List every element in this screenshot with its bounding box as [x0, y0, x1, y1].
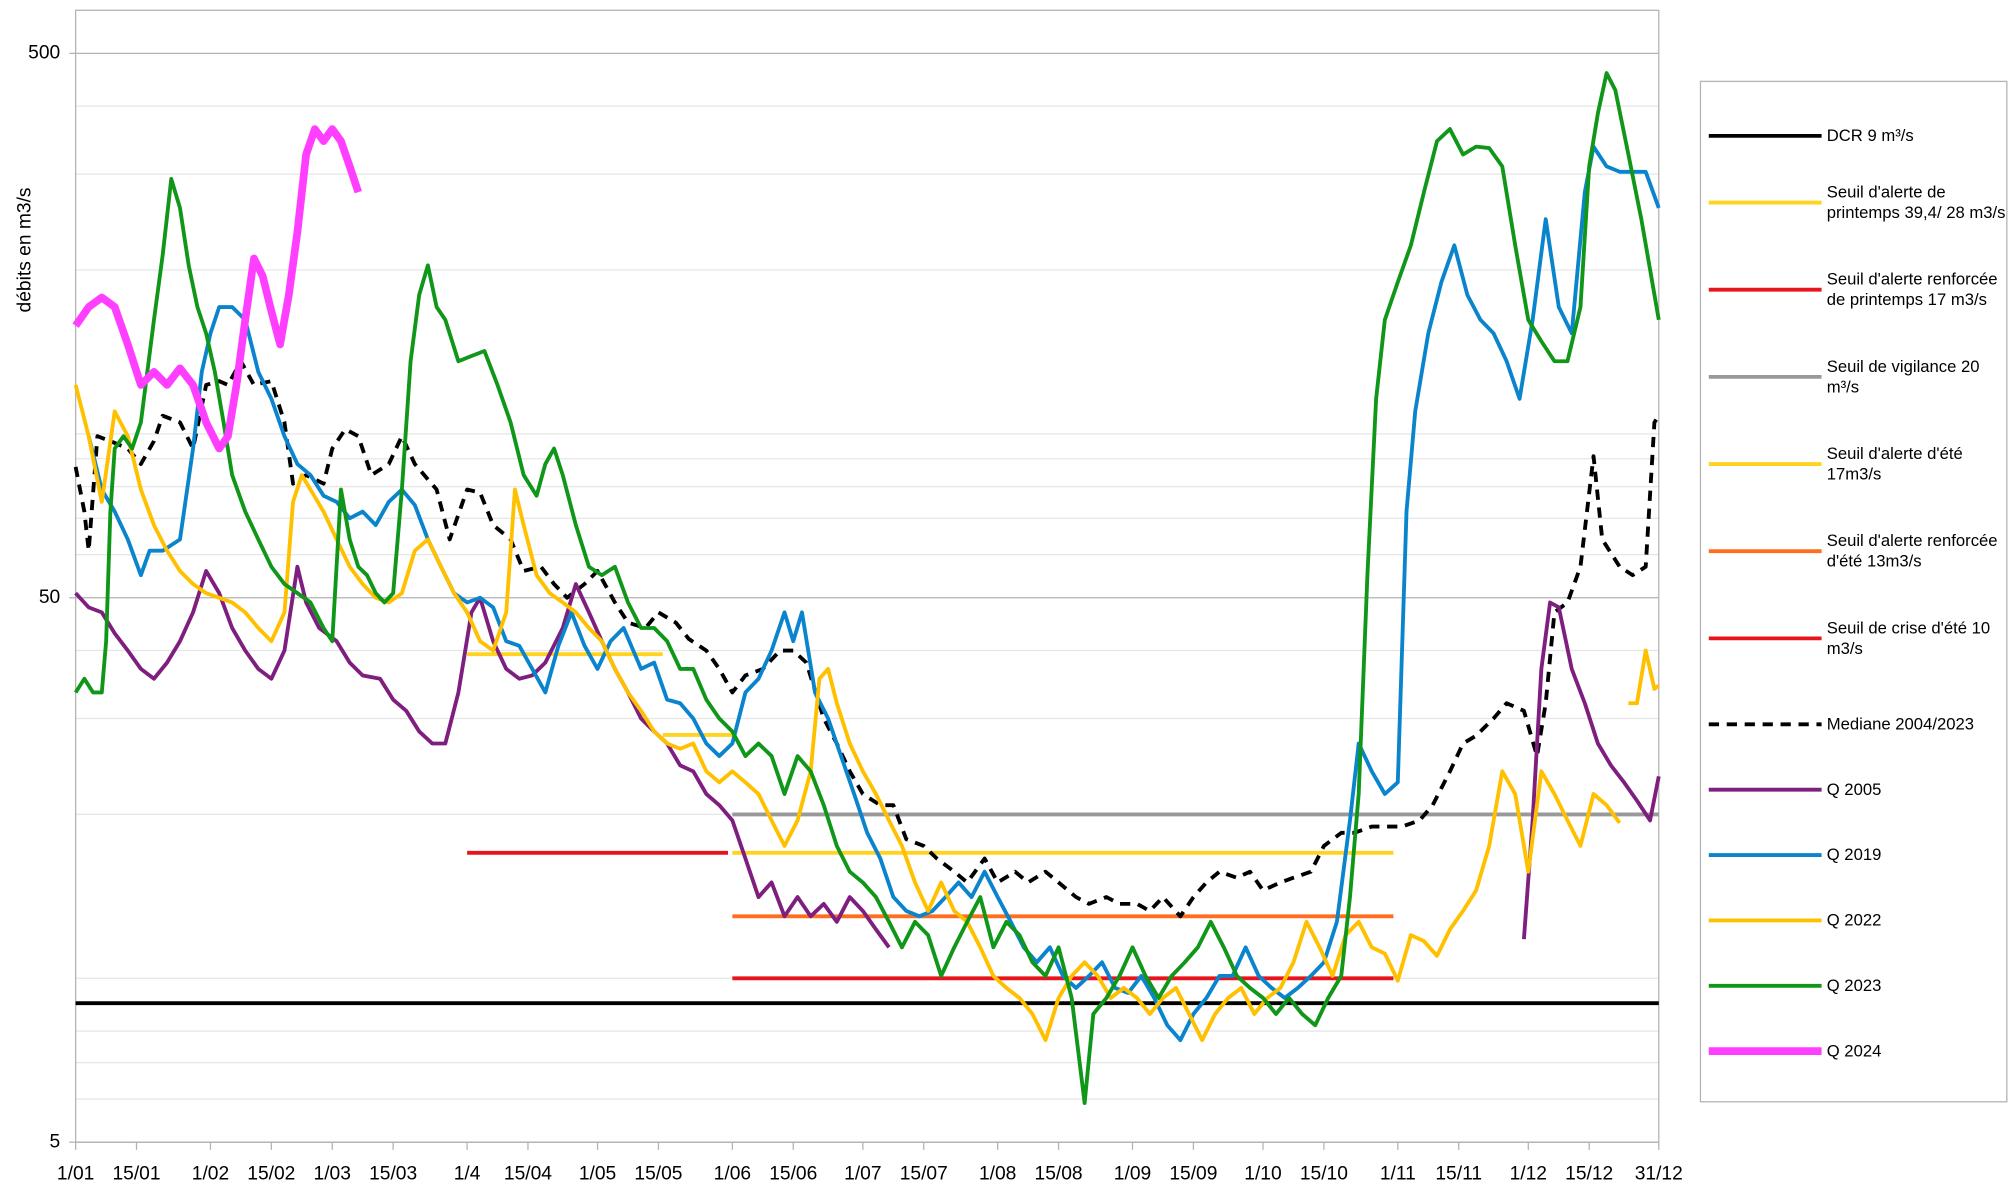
x-tick-label: 1/11 — [1380, 1163, 1416, 1184]
legend-swatch — [1708, 853, 1822, 857]
x-tick-label: 15/12 — [1565, 1163, 1613, 1184]
x-tick-label: 15/09 — [1169, 1163, 1217, 1184]
x-tick-label: 1/03 — [314, 1163, 351, 1184]
x-tick-label: 1/07 — [844, 1163, 881, 1184]
legend-swatch — [1708, 1047, 1822, 1056]
x-tick-label: 15/11 — [1435, 1163, 1482, 1184]
legend-entry: Q 2022 — [1706, 900, 2006, 941]
series-line — [74, 71, 1661, 1105]
series-line — [74, 564, 1661, 949]
x-tick-label: 15/10 — [1300, 1163, 1348, 1184]
y-tick-label: 50 — [39, 587, 60, 608]
legend-label: Q 2019 — [1826, 844, 1882, 865]
legend-swatch — [1708, 200, 1822, 205]
legend-entry: Q 2023 — [1706, 965, 2006, 1006]
legend-entry: Seuil d'alerte renforcée d'été 13m3/s — [1706, 531, 2006, 572]
x-tick-label: 31/12 — [1635, 1163, 1683, 1184]
x-tick-label: 1/10 — [1244, 1163, 1281, 1184]
y-axis-label: débits en m3/s — [15, 187, 36, 312]
legend-entry: Q 2005 — [1706, 769, 2006, 810]
series-line — [73, 384, 1660, 1043]
series-line — [72, 125, 362, 453]
legend-entry: Seuil de crise d'été 10 m3/s — [1706, 618, 2006, 659]
legend-label: Seuil de vigilance 20 m³/s — [1826, 356, 1980, 397]
legend-swatch — [1708, 133, 1822, 138]
x-tick-label: 15/02 — [247, 1163, 295, 1184]
x-tick-label: 15/08 — [1035, 1163, 1083, 1184]
x-tick-label: 1/12 — [1510, 1163, 1547, 1184]
x-tick-label: 1/02 — [192, 1163, 229, 1184]
x-tick-label: 15/06 — [769, 1163, 817, 1184]
legend-swatch — [1708, 983, 1822, 988]
legend-swatch — [1708, 374, 1822, 379]
legend-label: DCR 9 m³/s — [1826, 125, 1914, 145]
x-tick-label: 1/4 — [454, 1163, 481, 1184]
legend: DCR 9 m³/s Seuil d'alerte de printemps 39… — [1699, 80, 2008, 1103]
legend-label: Q 2022 — [1826, 910, 1882, 930]
y-tick-label: 5 — [50, 1131, 61, 1152]
x-tick-label: 15/05 — [634, 1163, 682, 1184]
legend-label: Seuil d'alerte d'été 17m3/s — [1826, 443, 1963, 484]
legend-entry: Mediane 2004/2023 — [1706, 704, 2006, 745]
legend-swatch — [1708, 918, 1822, 923]
x-tick-label: 1/01 — [57, 1163, 94, 1184]
legend-entry: Q 2019 — [1706, 835, 2006, 876]
y-tick-label: 500 — [28, 42, 60, 63]
x-tick-label: 15/04 — [504, 1163, 552, 1184]
legend-swatch — [1708, 722, 1822, 727]
legend-entry: Seuil d'alerte de printemps 39,4/ 28 m3/… — [1706, 182, 2006, 223]
legend-label: Seuil d'alerte de printemps 39,4/ 28 m3/… — [1826, 182, 2006, 222]
legend-label: Seuil d'alerte renforcée de printemps 17… — [1826, 269, 1998, 309]
legend-label: Q 2023 — [1826, 975, 1882, 995]
legend-swatch — [1708, 549, 1822, 554]
legend-swatch — [1708, 787, 1822, 792]
legend-label: Mediane 2004/2023 — [1826, 714, 1975, 734]
legend-entry: Seuil d'alerte d'été 17m3/s — [1706, 444, 2006, 485]
x-tick-label: 15/07 — [900, 1163, 948, 1184]
legend-label: Q 2005 — [1826, 779, 1882, 799]
legend-swatch — [1708, 462, 1822, 466]
legend-entry: Q 2024 — [1706, 1031, 2006, 1072]
x-tick-label: 15/01 — [112, 1163, 160, 1184]
legend-label: Seuil d'alerte renforcée d'été 13m3/s — [1826, 530, 1998, 571]
x-tick-label: 1/06 — [714, 1163, 751, 1184]
legend-entry: Seuil d'alerte renforcée de printemps 17… — [1706, 269, 2006, 310]
x-tick-label: 1/05 — [579, 1163, 616, 1184]
x-tick-label: 15/03 — [369, 1163, 417, 1184]
x-tick-label: 1/08 — [979, 1163, 1016, 1184]
legend-swatch — [1708, 287, 1822, 292]
legend-label: Q 2024 — [1826, 1040, 1882, 1061]
plot-frame — [74, 9, 1660, 1143]
legend-entry: Seuil de vigilance 20 m³/s — [1706, 356, 2006, 397]
legend-label: Seuil de crise d'été 10 m3/s — [1826, 617, 1991, 658]
legend-swatch — [1708, 636, 1822, 641]
legend-entry: DCR 9 m³/s — [1706, 115, 2006, 156]
x-tick-label: 1/09 — [1114, 1163, 1151, 1184]
series-line — [86, 144, 1661, 1043]
